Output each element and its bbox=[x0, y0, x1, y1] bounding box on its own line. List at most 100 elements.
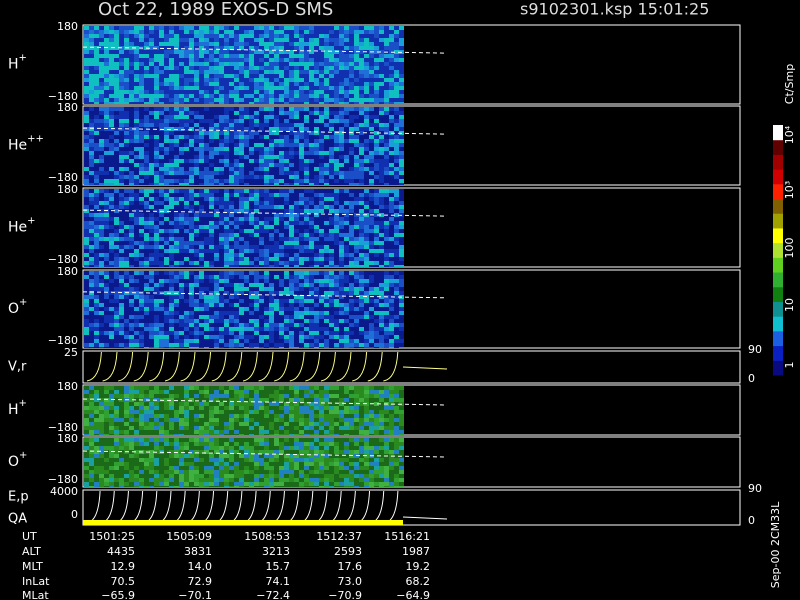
cell bbox=[324, 135, 329, 139]
cell bbox=[199, 171, 204, 175]
cell bbox=[244, 70, 249, 74]
cell bbox=[349, 82, 354, 86]
cell bbox=[144, 155, 149, 159]
cell bbox=[274, 245, 279, 249]
cell bbox=[144, 221, 149, 225]
cell bbox=[244, 295, 249, 299]
cell bbox=[164, 265, 169, 267]
cell bbox=[99, 50, 104, 54]
cell bbox=[389, 257, 394, 261]
cell bbox=[344, 287, 349, 291]
cell bbox=[374, 171, 379, 175]
cell bbox=[334, 331, 339, 335]
cell bbox=[89, 123, 94, 127]
cell bbox=[154, 271, 159, 275]
cell bbox=[124, 102, 129, 104]
cell bbox=[399, 217, 404, 221]
cell bbox=[244, 319, 249, 323]
cell bbox=[114, 107, 119, 111]
cell bbox=[134, 261, 139, 265]
cell bbox=[394, 233, 399, 237]
cell bbox=[99, 127, 104, 131]
cell bbox=[254, 90, 259, 94]
cell bbox=[379, 179, 384, 183]
cell bbox=[139, 50, 144, 54]
cell bbox=[369, 225, 374, 229]
cell bbox=[139, 347, 144, 348]
cell bbox=[89, 135, 94, 139]
cell bbox=[99, 311, 104, 315]
cell bbox=[339, 147, 344, 151]
cell bbox=[284, 94, 289, 98]
cell bbox=[139, 265, 144, 267]
cell bbox=[139, 54, 144, 58]
cell bbox=[84, 299, 89, 303]
cell bbox=[364, 265, 369, 267]
cell bbox=[309, 159, 314, 163]
cell bbox=[94, 197, 99, 201]
cell bbox=[284, 38, 289, 42]
cell bbox=[184, 171, 189, 175]
cell bbox=[284, 287, 289, 291]
cell bbox=[324, 119, 329, 123]
cell bbox=[389, 221, 394, 225]
cell bbox=[114, 102, 119, 104]
cell bbox=[334, 303, 339, 307]
cell bbox=[354, 111, 359, 115]
cell bbox=[384, 229, 389, 233]
cell bbox=[89, 66, 94, 70]
cell bbox=[199, 189, 204, 193]
cell bbox=[399, 127, 404, 131]
cell bbox=[274, 233, 279, 237]
cell bbox=[269, 34, 274, 38]
cell bbox=[239, 253, 244, 257]
cell bbox=[229, 139, 234, 143]
cell bbox=[174, 66, 179, 70]
cell bbox=[164, 139, 169, 143]
cell bbox=[204, 115, 209, 119]
cell bbox=[284, 237, 289, 241]
cell bbox=[239, 257, 244, 261]
cell bbox=[239, 295, 244, 299]
cell bbox=[239, 283, 244, 287]
cell bbox=[294, 175, 299, 179]
cell bbox=[149, 163, 154, 167]
cell bbox=[359, 193, 364, 197]
cell bbox=[109, 311, 114, 315]
cell bbox=[319, 201, 324, 205]
cell bbox=[334, 159, 339, 163]
cell bbox=[284, 261, 289, 265]
cell bbox=[289, 205, 294, 209]
cell bbox=[289, 179, 294, 183]
cell bbox=[314, 323, 319, 327]
cell bbox=[364, 175, 369, 179]
cell bbox=[149, 34, 154, 38]
cell bbox=[374, 241, 379, 245]
cell bbox=[114, 279, 119, 283]
cell bbox=[124, 82, 129, 86]
cell bbox=[174, 335, 179, 339]
cell bbox=[139, 98, 144, 102]
cell bbox=[339, 343, 344, 347]
cell bbox=[244, 135, 249, 139]
cell bbox=[254, 34, 259, 38]
cell bbox=[214, 265, 219, 267]
cell bbox=[269, 175, 274, 179]
cell bbox=[389, 241, 394, 245]
cell bbox=[194, 347, 199, 348]
cell bbox=[359, 167, 364, 171]
cell bbox=[174, 94, 179, 98]
cell bbox=[264, 189, 269, 193]
cell bbox=[99, 291, 104, 295]
cell bbox=[239, 201, 244, 205]
cell bbox=[254, 291, 259, 295]
cell bbox=[114, 155, 119, 159]
cell bbox=[289, 275, 294, 279]
cell bbox=[394, 66, 399, 70]
cell bbox=[314, 237, 319, 241]
cell bbox=[84, 147, 89, 151]
cell bbox=[199, 249, 204, 253]
cell bbox=[289, 315, 294, 319]
cell bbox=[129, 74, 134, 78]
cell bbox=[119, 213, 124, 217]
